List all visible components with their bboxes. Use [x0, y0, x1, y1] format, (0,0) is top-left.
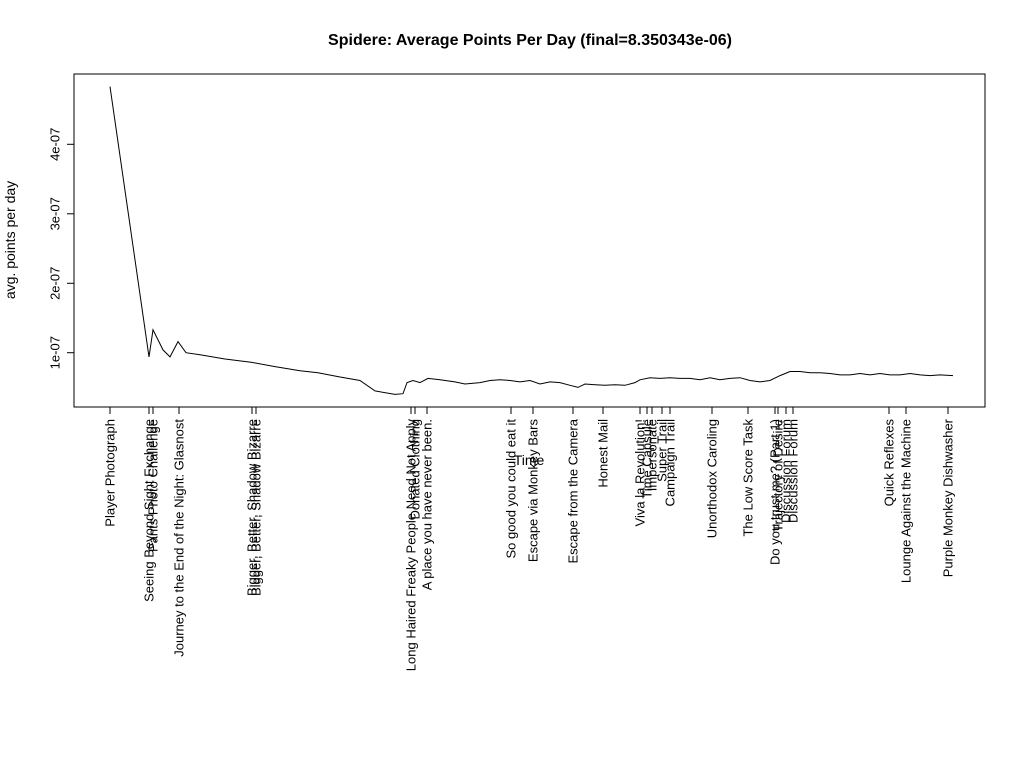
x-tick-label: Purple Monkey Dishwasher — [941, 418, 956, 577]
x-tick-label: Time Capsule — [640, 419, 655, 499]
x-tick-label: Discussion Forum — [779, 419, 794, 523]
y-tick-label: 3e-07 — [48, 197, 63, 230]
plot-box-border — [73, 73, 986, 408]
x-tick-label: Escape from the Camera — [566, 418, 581, 563]
data-line — [109, 86, 954, 395]
x-tick-label: Impersonate — [645, 419, 660, 491]
x-axis-title: Time — [514, 452, 545, 468]
y-axis-title: avg. points per day — [2, 181, 18, 299]
x-tick-label: Seeing Beyond Sight Exchange — [142, 419, 157, 602]
x-tick-label: Bigger, Better, Shadow Bizarre — [249, 419, 264, 596]
x-tick-label: A place you have never been. — [420, 419, 435, 590]
x-tick-label: Unorthodox Caroling — [705, 419, 720, 538]
y-tick-label: 4e-07 — [48, 128, 63, 161]
x-tick-label: Trajectory of Desire — [771, 419, 786, 532]
x-tick-label: Bigger, Better, Shadow Bizarre — [245, 419, 260, 596]
x-axis-ticks — [109, 407, 949, 414]
x-tick-label: Viva la Revolution! — [633, 419, 648, 526]
x-tick-label: Escape via Monkey Bars — [526, 419, 541, 563]
y-tick-label: 1e-07 — [48, 336, 63, 369]
x-tick-label: Donated Clothing — [408, 419, 423, 519]
x-tick-label: Discussion Forum — [786, 419, 801, 523]
x-tick-label: So good you could eat it — [504, 419, 519, 559]
x-tick-label: Lounge Against the Machine — [899, 419, 914, 583]
x-tick-label: Pants Photo Challenge — [146, 419, 161, 552]
y-tick-label: 2e-07 — [48, 267, 63, 300]
x-tick-label: Super Trail — [655, 419, 670, 482]
x-tick-label: The Low Score Task — [741, 419, 756, 537]
x-tick-label: Journey to the End of the Night: Glasnos… — [172, 419, 187, 657]
x-tick-label: Player Photograph — [103, 419, 118, 527]
x-tick-label: Campaign Trail — [663, 419, 678, 507]
x-tick-label: Quick Reflexes — [882, 419, 897, 507]
y-axis-ticks — [67, 143, 74, 354]
x-tick-label: Do you trust me? (Part 1) — [768, 419, 783, 565]
x-axis-tick-labels: Player Photograph Seeing Beyond Sight Exc… — [103, 418, 956, 671]
x-tick-label: Honest Mail — [596, 419, 611, 488]
y-axis-tick-labels: 1e-07 2e-07 3e-07 4e-07 — [48, 128, 63, 370]
chart-title: Spidere: Average Points Per Day (final=8… — [328, 32, 732, 49]
x-tick-label: Long Haired Freaky People Need Not Apply — [404, 419, 419, 672]
